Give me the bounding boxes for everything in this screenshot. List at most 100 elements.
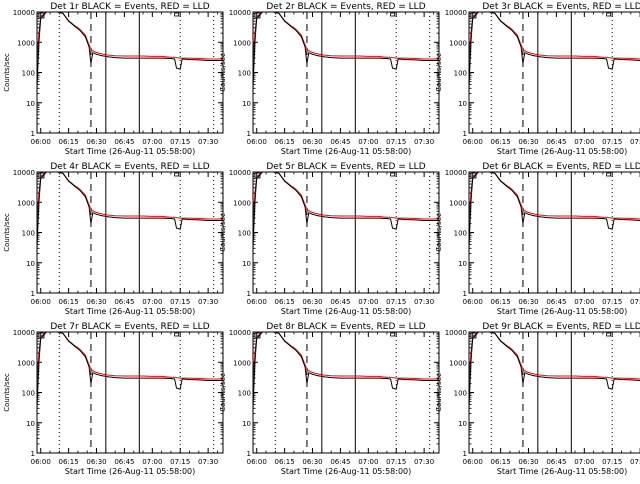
x-tick-label: 06:30 bbox=[302, 458, 322, 466]
y-tick-label: 100 bbox=[238, 70, 251, 78]
detector-panel-7: Det 7r BLACK = Events, RED = LLD Counts/s… bbox=[3, 322, 224, 476]
y-tick-label: 10000 bbox=[445, 169, 467, 177]
x-tick-label: 07:15 bbox=[386, 458, 406, 466]
x-tick-label: 06:15 bbox=[275, 138, 295, 146]
x-tick-label: 06:30 bbox=[518, 298, 538, 306]
x-tick-label: 06:00 bbox=[247, 298, 267, 306]
x-tick-label: 07:00 bbox=[142, 138, 162, 146]
x-tick-label: 06:15 bbox=[491, 458, 511, 466]
x-tick-label: 07:30 bbox=[198, 138, 218, 146]
x-tick-label: 06:15 bbox=[275, 458, 295, 466]
detector-panel-2: Det 2r BLACK = Events, RED = LLD Counts/s… bbox=[219, 2, 440, 156]
x-tick-label: 06:45 bbox=[546, 458, 566, 466]
x-tick-label: 07:15 bbox=[170, 458, 190, 466]
panel-title: Det 8r BLACK = Events, RED = LLD bbox=[266, 322, 425, 332]
x-axis-label: Start Time (26-Aug-11 05:58:00) bbox=[281, 307, 412, 316]
x-tick-label: 06:00 bbox=[463, 298, 483, 306]
y-tick-label: 1 bbox=[31, 290, 35, 298]
series-events bbox=[252, 171, 439, 249]
series-lld bbox=[36, 331, 223, 384]
x-tick-label: 07:00 bbox=[358, 298, 378, 306]
x-axis-label: Start Time (26-Aug-11 05:58:00) bbox=[65, 467, 196, 476]
y-tick-label: 10000 bbox=[13, 329, 35, 337]
detector-panel-9: Det 9r BLACK = Events, RED = LLD Counts/s… bbox=[435, 322, 640, 476]
y-tick-label: 1000 bbox=[449, 199, 467, 207]
x-tick-label: 06:30 bbox=[86, 138, 106, 146]
x-tick-label: 07:00 bbox=[358, 138, 378, 146]
interval-marker bbox=[390, 332, 396, 337]
x-tick-label: 07:15 bbox=[386, 298, 406, 306]
y-tick-label: 10000 bbox=[229, 9, 251, 17]
x-tick-label: 06:15 bbox=[275, 298, 295, 306]
series-events bbox=[36, 11, 223, 89]
y-tick-label: 1 bbox=[463, 290, 467, 298]
x-tick-label: 06:45 bbox=[114, 138, 134, 146]
y-axis-label: Counts/sec bbox=[3, 373, 11, 412]
x-tick-label: 06:30 bbox=[518, 138, 538, 146]
x-tick-label: 07:15 bbox=[602, 458, 622, 466]
y-axis-label: Counts/sec bbox=[219, 53, 227, 92]
x-tick-label: 07:00 bbox=[574, 458, 594, 466]
series-lld bbox=[36, 11, 223, 64]
start-marker bbox=[38, 12, 45, 19]
x-tick-label: 06:00 bbox=[463, 138, 483, 146]
y-tick-label: 100 bbox=[454, 390, 467, 398]
x-tick-label: 06:45 bbox=[546, 138, 566, 146]
x-tick-label: 06:45 bbox=[330, 298, 350, 306]
x-tick-label: 06:00 bbox=[31, 138, 51, 146]
y-tick-label: 10 bbox=[26, 260, 35, 268]
panel-title: Det 2r BLACK = Events, RED = LLD bbox=[266, 2, 425, 12]
panel-title: Det 6r BLACK = Events, RED = LLD bbox=[482, 162, 640, 172]
x-tick-label: 07:30 bbox=[630, 138, 640, 146]
detector-panel-8: Det 8r BLACK = Events, RED = LLD Counts/s… bbox=[219, 322, 440, 476]
x-tick-label: 06:30 bbox=[86, 298, 106, 306]
x-tick-label: 06:45 bbox=[546, 298, 566, 306]
start-marker bbox=[38, 172, 45, 179]
y-tick-label: 10 bbox=[26, 100, 35, 108]
x-tick-label: 07:30 bbox=[198, 298, 218, 306]
x-tick-label: 07:30 bbox=[198, 458, 218, 466]
y-axis-label: Counts/sec bbox=[3, 53, 11, 92]
plot-frame bbox=[36, 331, 224, 454]
x-tick-label: 07:15 bbox=[602, 298, 622, 306]
start-marker bbox=[470, 172, 477, 179]
y-tick-label: 1000 bbox=[233, 199, 251, 207]
series-lld bbox=[36, 171, 223, 224]
plot-frame bbox=[468, 331, 640, 454]
plot-frame bbox=[36, 11, 224, 134]
series-events bbox=[252, 331, 439, 409]
panel-title: Det 9r BLACK = Events, RED = LLD bbox=[482, 322, 640, 332]
x-tick-label: 07:30 bbox=[630, 458, 640, 466]
y-tick-label: 10000 bbox=[229, 329, 251, 337]
detector-panel-4: Det 4r BLACK = Events, RED = LLD Counts/s… bbox=[3, 162, 224, 316]
x-tick-label: 06:45 bbox=[330, 138, 350, 146]
y-tick-label: 1000 bbox=[17, 39, 35, 47]
x-tick-label: 06:30 bbox=[302, 138, 322, 146]
y-tick-label: 10000 bbox=[229, 169, 251, 177]
interval-marker bbox=[606, 172, 612, 177]
x-axis-label: Start Time (26-Aug-11 05:58:00) bbox=[497, 147, 628, 156]
series-events bbox=[468, 11, 640, 89]
x-tick-label: 06:30 bbox=[302, 298, 322, 306]
y-tick-label: 1 bbox=[31, 130, 35, 138]
y-tick-label: 1 bbox=[247, 290, 251, 298]
start-marker bbox=[470, 12, 477, 19]
series-events bbox=[468, 171, 640, 249]
series-lld bbox=[468, 11, 640, 64]
series-events bbox=[36, 171, 223, 249]
panel-title: Det 1r BLACK = Events, RED = LLD bbox=[50, 2, 209, 12]
y-axis-label: Counts/sec bbox=[219, 213, 227, 252]
plot-frame bbox=[252, 331, 440, 454]
interval-marker bbox=[390, 12, 396, 17]
x-axis-label: Start Time (26-Aug-11 05:58:00) bbox=[65, 307, 196, 316]
series-lld bbox=[252, 331, 439, 384]
series-events bbox=[468, 331, 640, 409]
y-tick-label: 1000 bbox=[17, 199, 35, 207]
x-tick-label: 07:00 bbox=[142, 458, 162, 466]
y-tick-label: 100 bbox=[22, 70, 35, 78]
y-axis-label: Counts/sec bbox=[3, 213, 11, 252]
interval-marker bbox=[174, 12, 180, 17]
panel-title: Det 5r BLACK = Events, RED = LLD bbox=[266, 162, 425, 172]
detector-panel-1: Det 1r BLACK = Events, RED = LLD Counts/s… bbox=[3, 2, 224, 156]
